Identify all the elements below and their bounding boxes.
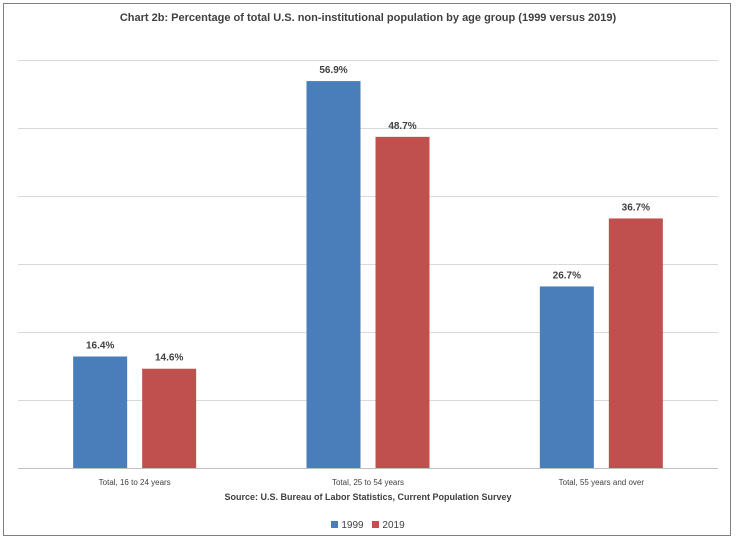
bar-2019-1 bbox=[142, 368, 197, 468]
data-labels: 16.4% 14.6% 56.9% 48.7% 26.7% 36.7% bbox=[86, 65, 650, 364]
legend-item-1999: 1999 bbox=[331, 520, 364, 531]
legend-swatch-1999 bbox=[331, 521, 339, 528]
legend-label-2019: 2019 bbox=[382, 520, 405, 531]
data-label-1999-3: 26.7% bbox=[553, 270, 581, 281]
category-label-1: Total, 16 to 24 years bbox=[99, 478, 171, 487]
bar-1999-1 bbox=[73, 356, 128, 468]
legend-item-2019: 2019 bbox=[372, 520, 405, 531]
bar-1999-2 bbox=[306, 81, 361, 468]
gridlines bbox=[18, 60, 718, 469]
chart-title: Chart 2b: Percentage of total U.S. non-i… bbox=[119, 12, 617, 24]
data-label-2019-1: 14.6% bbox=[155, 353, 183, 364]
legend-label-1999: 1999 bbox=[341, 520, 364, 531]
data-label-2019-2: 48.7% bbox=[388, 121, 416, 132]
category-label-3: Total, 55 years and over bbox=[559, 478, 645, 487]
data-label-1999-2: 56.9% bbox=[319, 65, 347, 76]
data-label-1999-1: 16.4% bbox=[86, 340, 114, 351]
legend-swatch-2019 bbox=[372, 521, 380, 528]
legend: 1999 2019 bbox=[0, 520, 736, 531]
bars bbox=[73, 81, 663, 468]
bar-2019-2 bbox=[375, 136, 430, 468]
category-labels: Total, 16 to 24 years Total, 25 to 54 yea… bbox=[99, 478, 645, 487]
data-label-2019-3: 36.7% bbox=[622, 202, 650, 213]
bar-2019-3 bbox=[608, 218, 663, 468]
source-note: Source: U.S. Bureau of Labor Statistics,… bbox=[224, 492, 512, 502]
category-label-2: Total, 25 to 54 years bbox=[332, 478, 404, 487]
bar-1999-3 bbox=[539, 286, 594, 468]
